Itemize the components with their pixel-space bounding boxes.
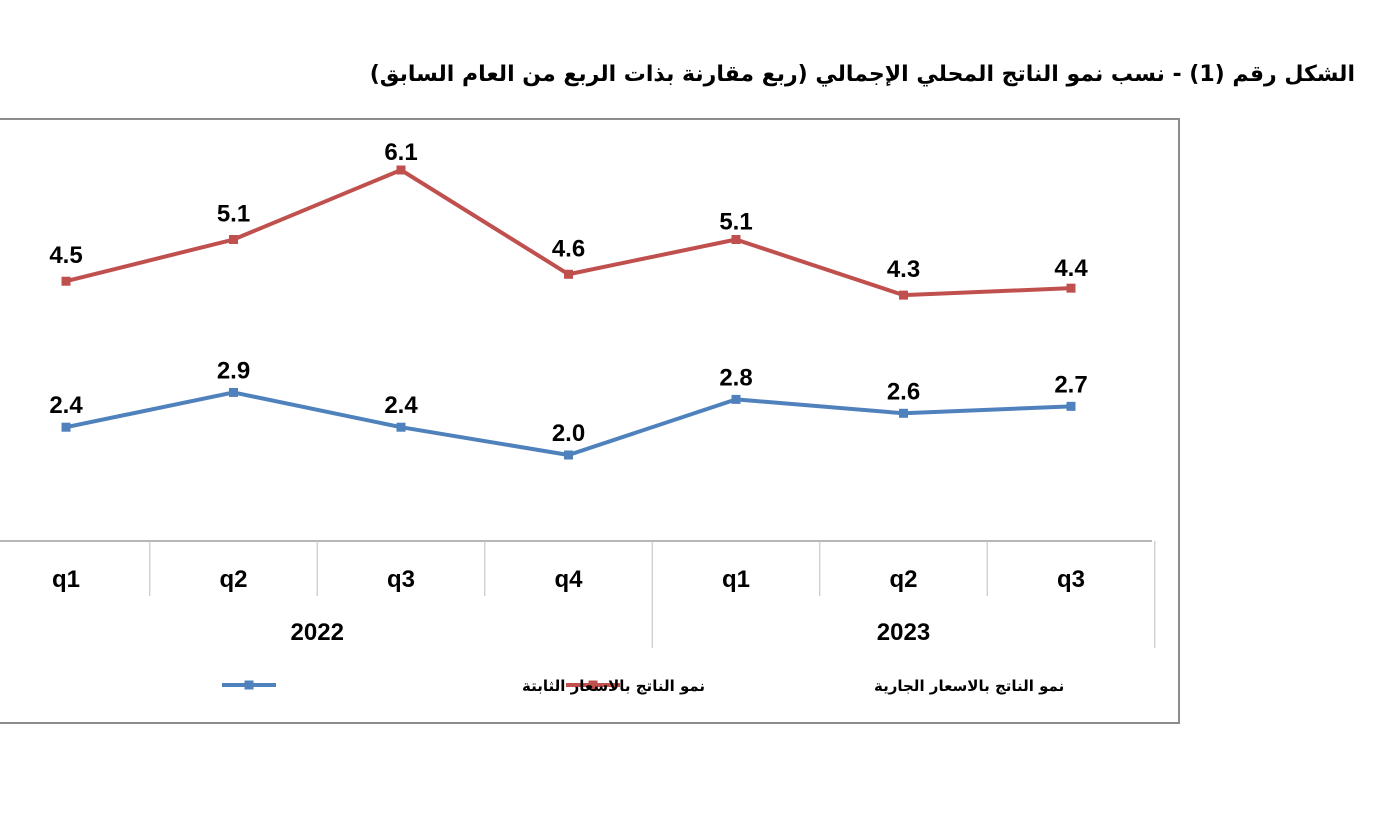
data-label: 2.4 (384, 392, 418, 419)
data-point-marker (229, 235, 238, 245)
legend-swatch-marker (244, 680, 254, 690)
data-label: 2.8 (719, 364, 752, 391)
data-point-marker (1066, 401, 1076, 411)
legend-swatch-marker (588, 680, 598, 690)
data-point-marker (396, 422, 406, 432)
data-label: 2.7 (1054, 371, 1087, 398)
data-label: 5.1 (217, 201, 250, 228)
data-point-marker (61, 422, 71, 432)
data-point-marker (564, 450, 573, 460)
chart-frame (0, 118, 1180, 724)
x-tick-label: q1 (52, 566, 80, 593)
chart-title: الشكل رقم (1) - نسب نمو الناتج المحلي ال… (369, 62, 1355, 87)
data-point-marker (229, 387, 238, 397)
legend-label: نمو الناتج بالاسعار الثابتة (522, 677, 705, 695)
data-point-marker (731, 235, 741, 245)
x-tick-label: q2 (219, 566, 247, 593)
data-label: 6.1 (384, 139, 417, 166)
x-group-label: 2023 (877, 619, 930, 646)
data-point-marker (61, 276, 71, 286)
data-point-marker (396, 165, 406, 175)
data-label: 4.6 (552, 235, 585, 262)
data-label: 2.6 (887, 378, 920, 405)
x-tick-label: q4 (554, 566, 583, 593)
x-tick-label: q2 (889, 566, 917, 593)
data-label: 4.4 (1054, 255, 1088, 282)
data-point-marker (899, 290, 908, 300)
data-label: 4.5 (49, 242, 82, 269)
data-label: 5.1 (719, 209, 752, 236)
data-label: 2.0 (552, 420, 585, 447)
data-label: 2.4 (49, 392, 83, 419)
data-label: 4.3 (887, 256, 920, 283)
legend-label: نمو الناتج بالاسعار الجارية (874, 677, 1064, 695)
data-point-marker (731, 394, 741, 404)
x-group-label: 2022 (291, 619, 344, 646)
data-point-marker (1066, 283, 1076, 293)
x-tick-label: q3 (387, 566, 415, 593)
data-point-marker (899, 408, 908, 418)
x-tick-label: q3 (1057, 566, 1085, 593)
x-tick-label: q1 (722, 566, 750, 593)
data-point-marker (564, 269, 573, 279)
data-label: 2.9 (217, 357, 250, 384)
